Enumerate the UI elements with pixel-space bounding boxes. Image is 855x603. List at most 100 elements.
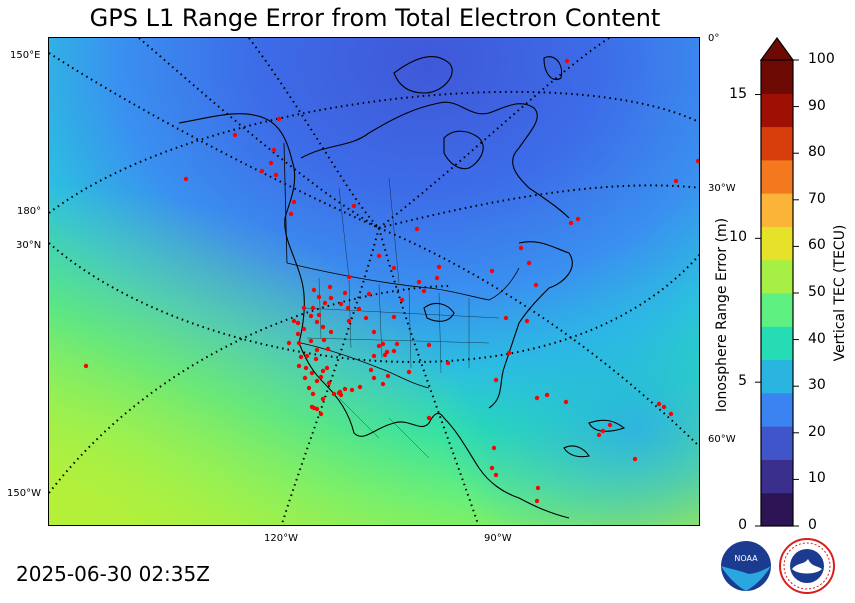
gnss-station-marker [322,300,328,306]
gnss-station-marker [328,295,334,301]
gnss-station-marker [336,390,342,396]
gnss-station-marker [345,305,351,311]
gnss-station-marker [399,297,405,303]
range-error-axis-label: Ionosphere Range Error (m) [714,217,730,413]
gnss-station-marker [368,367,374,373]
lon-label-90w: 90°W [484,533,512,544]
svg-text:NOAA: NOAA [734,554,758,563]
gnss-station-marker [326,380,332,386]
gnss-station-marker [318,374,324,380]
gnss-station-marker [668,411,674,417]
gnss-station-marker [338,301,344,307]
gnss-station-marker [310,305,316,311]
gnss-station-marker [363,315,369,321]
colorbar-band [761,492,793,527]
gnss-station-marker [673,178,679,184]
gnss-station-marker [346,318,352,324]
gnss-station-marker [534,395,540,401]
colorbar-band [761,93,793,128]
nws-logo [779,538,835,594]
gnss-station-marker [491,445,497,451]
tec-tick-label: 60 [808,237,826,254]
range-error-tick-label: 0 [738,517,747,533]
colorbar-tick-marks [755,59,799,527]
gnss-station-marker [533,282,539,288]
gnss-station-marker [366,291,372,297]
gnss-station-marker [331,391,337,397]
gnss-station-marker [310,391,316,397]
gnss-station-marker [380,341,386,347]
gnss-station-marker [302,375,308,381]
gnss-station-marker [493,377,499,383]
range-error-axis: Ionosphere Range Error (m) [712,212,732,422]
timestamp: 2025-06-30 02:35Z [16,562,210,586]
gnss-station-marker [596,432,602,438]
tec-axis: Vertical TEC (TECU) [830,190,850,400]
lat-label-30n: 30°N [16,240,42,251]
tec-tick-label: 0 [808,517,817,533]
colorbar-band [761,60,793,94]
gnss-station-marker [391,348,397,354]
gnss-station-marker [301,305,307,311]
gnss-station-marker [318,411,324,417]
gnss-station-marker [304,353,310,359]
gnss-station-marker [342,386,348,392]
gnss-station-marker [296,340,302,346]
gnss-station-marker [309,370,315,376]
gnss-station-marker [232,132,238,138]
tec-tick-label: 10 [808,470,826,487]
gnss-station-marker [259,168,265,174]
gnss-station-marker [414,226,420,232]
gnss-station-marker [656,401,662,407]
colorbar [755,36,799,527]
tec-tick-label: 90 [808,97,826,114]
gnss-station-marker [286,340,292,346]
noaa-logo: NOAA [721,541,771,591]
gnss-station-marker [493,472,499,478]
range-error-tick-label: 5 [738,373,747,390]
gnss-station-marker [298,354,304,360]
gnss-station-marker [268,160,274,166]
tec-tick-label: 20 [808,423,826,440]
lon-label-120w: 120°W [264,533,298,544]
gnss-station-marker [183,176,189,182]
gnss-station-marker [356,306,362,312]
map-svg [49,38,699,525]
gnss-station-marker [489,268,495,274]
range-error-tick-label: 10 [729,229,747,246]
tec-tick-label: 50 [808,284,826,300]
graticule [49,38,699,525]
lon-label-150e: 150°E [10,50,41,61]
gnss-station-marker [385,373,391,379]
gnss-station-marker [380,381,386,387]
tec-tick-label: 100 [808,51,835,67]
range-error-tick-label: 15 [729,85,747,102]
gnss-station-marker [324,365,330,371]
tec-tick-label: 30 [808,377,826,394]
gnss-station-marker [309,404,315,410]
gnss-station-marker [406,369,412,375]
gnss-station-marker [342,290,348,296]
gnss-station-marker [316,312,322,318]
gnss-station-marker [308,338,314,344]
gnss-station-marker [328,329,334,335]
gnss-station-marker [382,352,388,358]
gnss-station-marker [273,172,279,178]
tec-tick-label: 80 [808,144,826,161]
gnss-station-marker [376,343,382,349]
gnss-station-marker [295,320,301,326]
gnss-station-marker [357,384,363,390]
colorbar-band [761,459,793,494]
colorbar-band [761,426,793,460]
tec-tick-label: 40 [808,330,826,347]
gnss-station-marker [416,279,422,285]
gnss-station-marker [296,363,302,369]
lon-label-150w: 150°W [7,488,41,499]
gnss-station-marker [563,399,569,405]
gnss-station-marker [291,318,297,324]
gnss-station-marker [371,329,377,335]
gnss-station-marker [489,465,495,471]
tec-axis-label: Vertical TEC (TECU) [832,224,848,362]
lon-label-30w: 30°W [708,183,736,194]
colorbar-extend-arrow [759,36,795,61]
